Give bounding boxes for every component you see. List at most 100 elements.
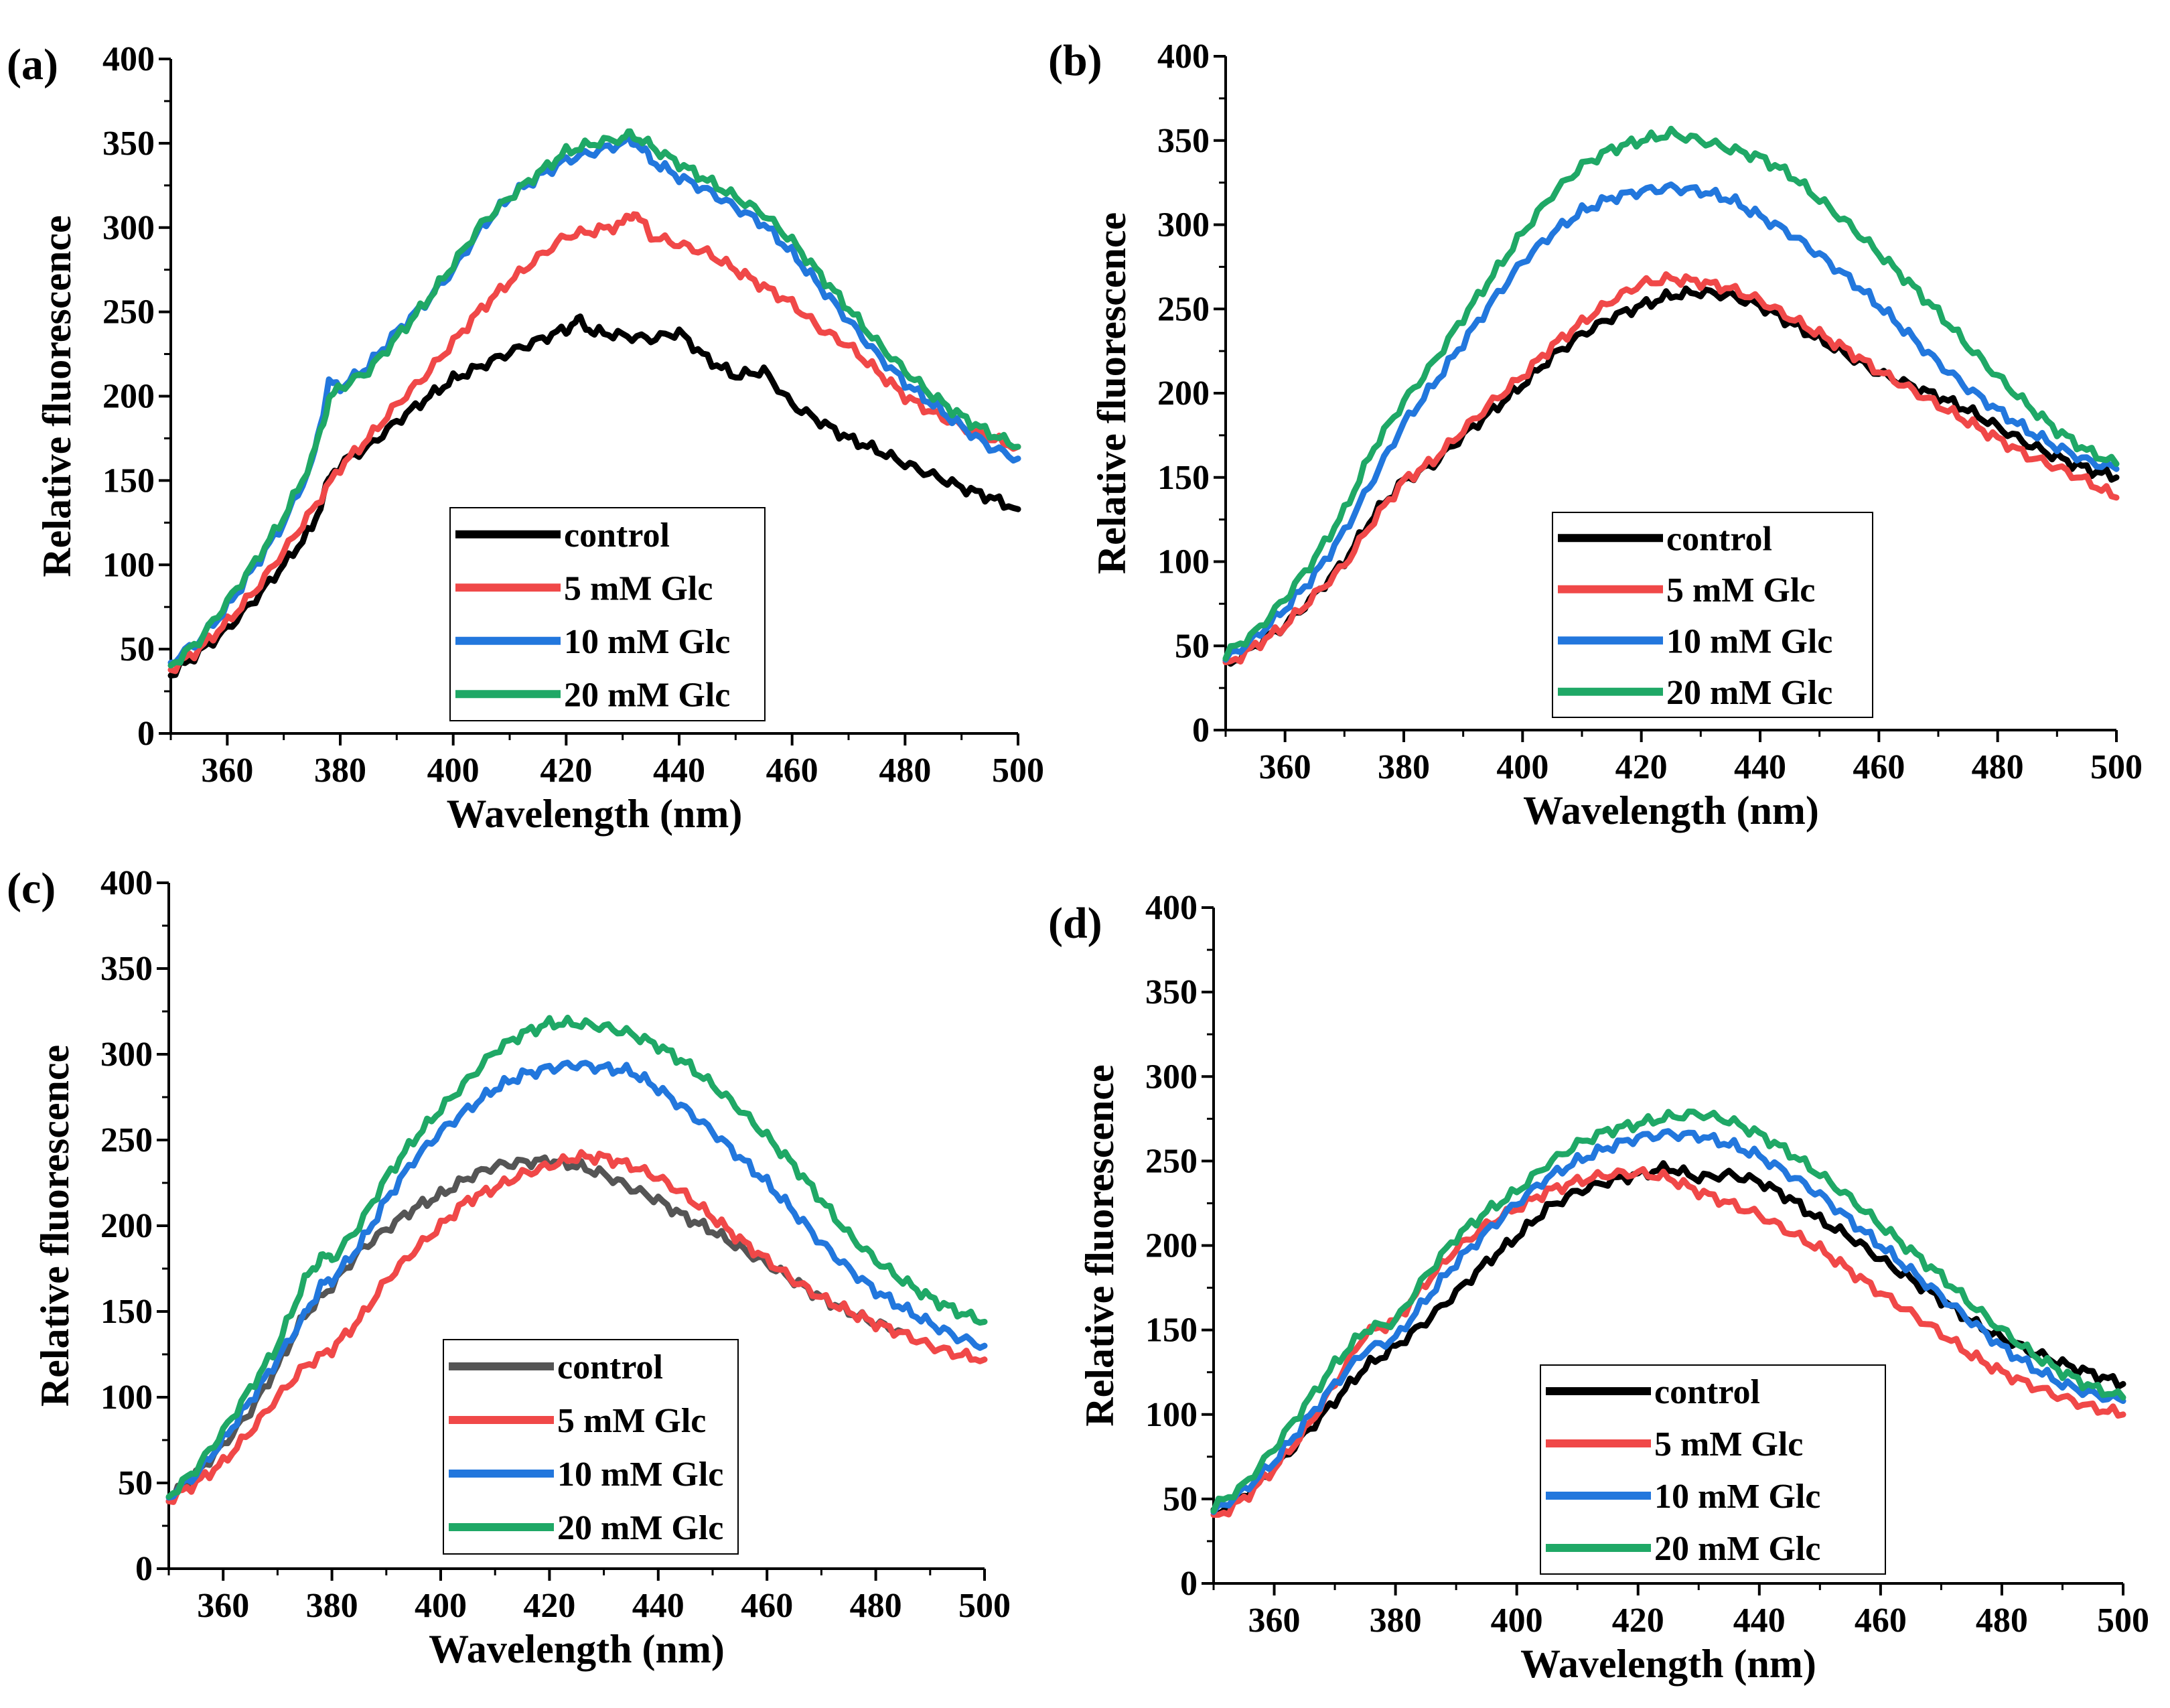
y-tick-label: 250 xyxy=(102,293,155,332)
legend-label: 10 mM Glc xyxy=(557,1455,723,1494)
panel-label: (c) xyxy=(7,864,56,913)
y-tick-label: 100 xyxy=(100,1378,153,1417)
x-tick-label: 360 xyxy=(201,752,253,790)
x-axis-label: Wavelength (nm) xyxy=(1520,1642,1816,1686)
x-tick-label: 500 xyxy=(2097,1602,2149,1640)
x-tick-label: 420 xyxy=(540,752,592,790)
y-tick-label: 300 xyxy=(1145,1058,1198,1096)
x-tick-label: 360 xyxy=(197,1587,249,1625)
legend-label: 20 mM Glc xyxy=(1654,1530,1820,1568)
y-tick-label: 350 xyxy=(1145,973,1198,1011)
panel-label: (a) xyxy=(7,40,58,89)
series-line-5-mm-glc xyxy=(1210,1166,2126,1518)
y-tick-label: 400 xyxy=(102,40,155,78)
y-tick-label: 300 xyxy=(102,209,155,247)
x-tick-label: 500 xyxy=(992,752,1044,790)
x-tick-label: 400 xyxy=(1491,1602,1543,1640)
x-tick-label: 400 xyxy=(1496,748,1548,786)
x-tick-label: 480 xyxy=(1976,1602,2028,1640)
series-line-10-mm-glc xyxy=(165,1060,988,1501)
y-tick-label: 100 xyxy=(1157,543,1210,581)
panel-d: (d) 0 50 100 150 200 250 300 350 400 360 380 400 420 4… xyxy=(1048,889,2149,1686)
y-tick-label: 50 xyxy=(120,630,155,668)
y-tick-label: 100 xyxy=(102,546,155,584)
x-tick-label: 440 xyxy=(1734,748,1786,786)
panel-c: (c) 0 50 100 150 200 250 300 350 400 360 380 400 420 4… xyxy=(7,864,1011,1671)
y-tick-label: 0 xyxy=(135,1550,153,1588)
y-tick-label: 250 xyxy=(1145,1142,1198,1180)
legend-box xyxy=(449,507,766,721)
x-tick-label: 480 xyxy=(1972,748,2024,786)
legend: control 5 mM Glc 10 mM Glc 20 mM Glc xyxy=(1552,512,1873,718)
series-line-10-mm-glc xyxy=(1210,1128,2126,1515)
series-line-20-mm-glc xyxy=(165,1014,988,1500)
y-tick-label: 200 xyxy=(1157,374,1210,413)
series-line-20-mm-glc xyxy=(1210,1109,2126,1514)
x-tick-label: 500 xyxy=(2090,748,2143,786)
y-tick-label: 150 xyxy=(1145,1311,1198,1350)
y-tick-label: 150 xyxy=(102,461,155,500)
panel-label: (d) xyxy=(1048,899,1102,948)
y-tick-label: 0 xyxy=(1180,1565,1198,1603)
y-tick-label: 300 xyxy=(100,1036,153,1074)
x-tick-label: 360 xyxy=(1259,748,1311,786)
x-tick-label: 460 xyxy=(766,752,818,790)
x-axis-label: Wavelength (nm) xyxy=(1523,788,1819,833)
y-tick-label: 50 xyxy=(1175,627,1210,665)
x-tick-label: 500 xyxy=(958,1587,1011,1625)
y-tick-label: 400 xyxy=(1145,889,1198,927)
legend-box xyxy=(1540,1364,1886,1575)
y-tick-label: 400 xyxy=(100,864,153,902)
legend-label: control xyxy=(557,1348,663,1386)
legend-box xyxy=(1552,512,1873,718)
x-axis-label: Wavelength (nm) xyxy=(429,1627,725,1671)
legend-label: 5 mM Glc xyxy=(1654,1425,1803,1464)
y-tick-label: 250 xyxy=(100,1121,153,1159)
y-axis-label: Relative fluorescence xyxy=(35,215,79,577)
y-tick-label: 200 xyxy=(1145,1227,1198,1265)
y-tick-label: 150 xyxy=(100,1293,153,1331)
x-tick-label: 360 xyxy=(1248,1602,1301,1640)
legend-label: control xyxy=(1654,1373,1760,1411)
panel-label: (b) xyxy=(1048,36,1102,85)
x-tick-label: 420 xyxy=(523,1587,575,1625)
y-tick-label: 200 xyxy=(102,378,155,416)
x-tick-label: 460 xyxy=(1853,748,1905,786)
legend: control 5 mM Glc 10 mM Glc 20 mM Glc xyxy=(449,507,766,721)
x-tick-label: 420 xyxy=(1612,1602,1664,1640)
y-tick-label: 350 xyxy=(100,950,153,988)
x-tick-label: 440 xyxy=(653,752,705,790)
y-tick-label: 400 xyxy=(1157,38,1210,76)
y-tick-label: 250 xyxy=(1157,290,1210,328)
x-tick-label: 460 xyxy=(1855,1602,1907,1640)
legend-box xyxy=(443,1339,739,1555)
y-tick-label: 200 xyxy=(100,1207,153,1245)
x-tick-label: 420 xyxy=(1615,748,1668,786)
x-tick-label: 380 xyxy=(1378,748,1430,786)
x-tick-label: 400 xyxy=(415,1587,467,1625)
legend-label: 10 mM Glc xyxy=(564,623,730,661)
legend: control 5 mM Glc 10 mM Glc 20 mM Glc xyxy=(1540,1364,1886,1575)
y-axis-label: Relative fluorescence xyxy=(33,1045,77,1407)
x-tick-label: 400 xyxy=(427,752,480,790)
series-line-5-mm-glc xyxy=(167,211,1021,674)
x-tick-label: 460 xyxy=(741,1587,793,1625)
x-tick-label: 480 xyxy=(879,752,931,790)
legend-label: 20 mM Glc xyxy=(1666,674,1832,712)
legend-label: 10 mM Glc xyxy=(1654,1478,1820,1516)
y-axis-label: Relative fluorescence xyxy=(1078,1064,1122,1426)
panel-b: (b) 0 50 100 150 200 250 300 350 400 360 380 400 420 4… xyxy=(1048,36,2143,833)
legend-label: 5 mM Glc xyxy=(564,569,713,608)
legend-label: control xyxy=(564,516,670,555)
legend: control 5 mM Glc 10 mM Glc 20 mM Glc xyxy=(443,1339,739,1555)
y-axis-label: Relative fluorescence xyxy=(1090,212,1134,574)
y-tick-label: 0 xyxy=(1192,711,1210,750)
series-line-20-mm-glc xyxy=(1222,125,2120,662)
legend-label: 5 mM Glc xyxy=(1666,571,1815,610)
x-tick-label: 380 xyxy=(306,1587,358,1625)
legend-label: 20 mM Glc xyxy=(557,1509,723,1547)
y-tick-label: 300 xyxy=(1157,206,1210,244)
x-tick-label: 380 xyxy=(1370,1602,1422,1640)
legend-label: control xyxy=(1666,520,1772,558)
